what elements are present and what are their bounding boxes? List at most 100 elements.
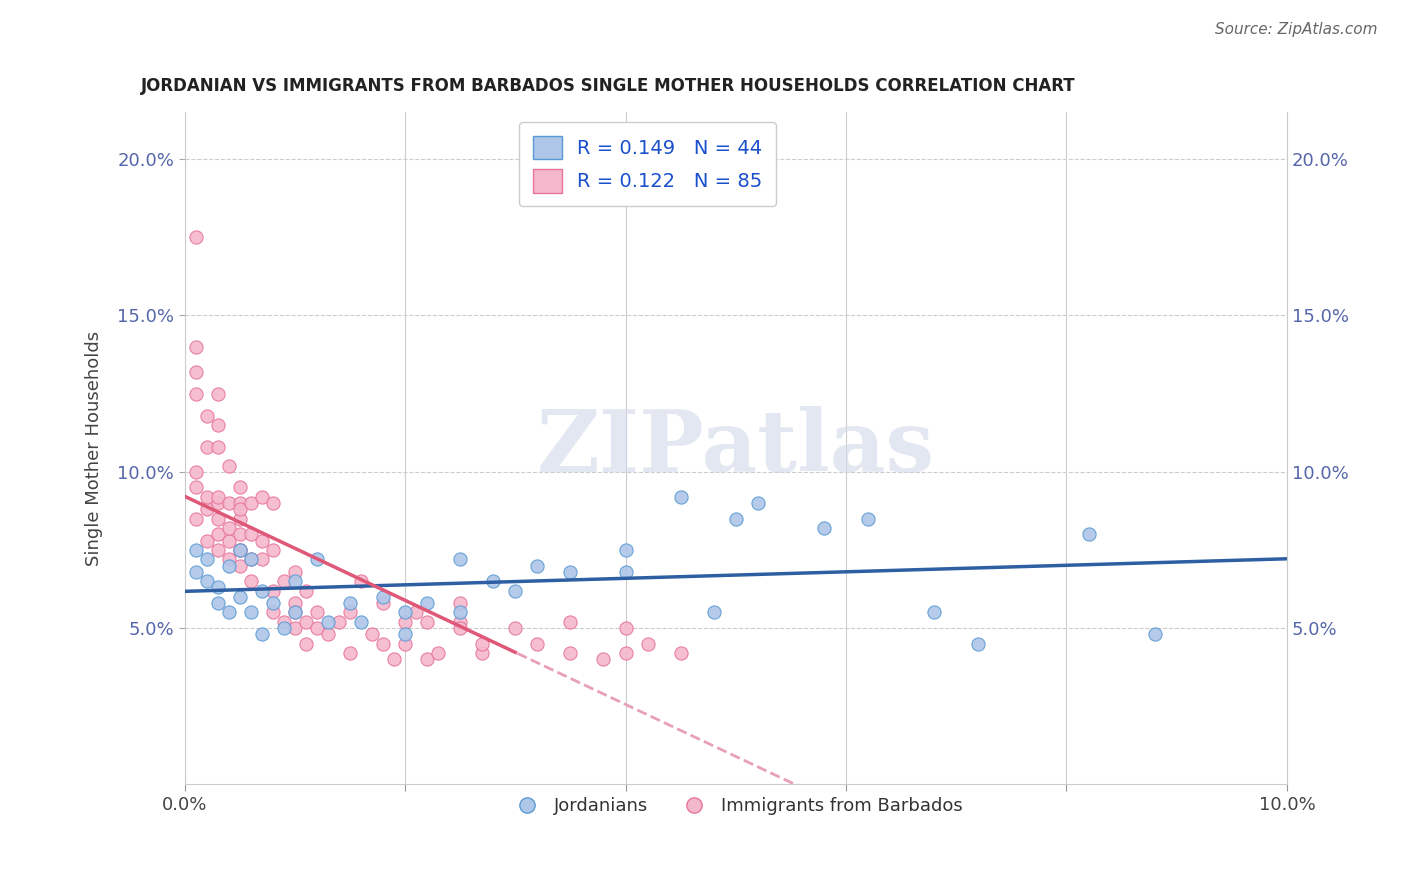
Point [273, 621, 295, 635]
Point [239, 552, 262, 566]
Point [371, 637, 394, 651]
Point [560, 565, 582, 579]
Point [207, 440, 229, 454]
Point [295, 637, 318, 651]
Point [427, 646, 450, 660]
Point [669, 490, 692, 504]
Point [184, 480, 207, 494]
Point [207, 581, 229, 595]
Point [305, 621, 328, 635]
Point [229, 590, 252, 604]
Point [239, 606, 262, 620]
Point [218, 606, 240, 620]
Point [526, 558, 548, 573]
Legend: Jordanians, Immigrants from Barbados: Jordanians, Immigrants from Barbados [502, 790, 970, 822]
Point [229, 543, 252, 558]
Point [394, 606, 416, 620]
Point [218, 552, 240, 566]
Point [305, 552, 328, 566]
Point [218, 521, 240, 535]
Point [250, 533, 273, 548]
Y-axis label: Single Mother Households: Single Mother Households [86, 331, 103, 566]
Point [316, 627, 339, 641]
Point [449, 596, 471, 610]
Point [328, 615, 350, 629]
Point [339, 596, 361, 610]
Point [305, 606, 328, 620]
Point [184, 340, 207, 354]
Point [416, 652, 439, 666]
Text: Source: ZipAtlas.com: Source: ZipAtlas.com [1215, 22, 1378, 37]
Point [229, 543, 252, 558]
Point [339, 646, 361, 660]
Point [416, 615, 439, 629]
Point [614, 565, 637, 579]
Point [350, 615, 373, 629]
Point [371, 590, 394, 604]
Point [449, 552, 471, 566]
Point [250, 490, 273, 504]
Point [184, 386, 207, 401]
Point [250, 627, 273, 641]
Point [218, 558, 240, 573]
Point [229, 543, 252, 558]
Point [262, 496, 284, 510]
Point [526, 637, 548, 651]
Text: ZIPatlas: ZIPatlas [537, 407, 935, 491]
Point [284, 596, 307, 610]
Point [229, 502, 252, 516]
Point [284, 574, 307, 589]
Point [560, 615, 582, 629]
Point [361, 627, 384, 641]
Point [382, 652, 405, 666]
Point [471, 646, 494, 660]
Point [505, 583, 527, 598]
Point [471, 637, 494, 651]
Point [405, 606, 427, 620]
Point [394, 637, 416, 651]
Point [239, 527, 262, 541]
Point [207, 543, 229, 558]
Point [250, 552, 273, 566]
Point [229, 511, 252, 525]
Point [449, 621, 471, 635]
Point [703, 606, 725, 620]
Point [239, 574, 262, 589]
Point [560, 646, 582, 660]
Point [184, 543, 207, 558]
Point [218, 458, 240, 473]
Point [273, 574, 295, 589]
Point [394, 627, 416, 641]
Point [284, 621, 307, 635]
Point [207, 417, 229, 432]
Point [284, 565, 307, 579]
Point [207, 490, 229, 504]
Point [207, 496, 229, 510]
Point [416, 596, 439, 610]
Point [922, 606, 945, 620]
Point [813, 521, 835, 535]
Point [316, 615, 339, 629]
Point [592, 652, 614, 666]
Point [184, 365, 207, 379]
Point [207, 511, 229, 525]
Point [295, 615, 318, 629]
Point [229, 480, 252, 494]
Point [1143, 627, 1166, 641]
Point [295, 583, 318, 598]
Point [195, 552, 218, 566]
Point [184, 230, 207, 244]
Point [229, 527, 252, 541]
Point [229, 496, 252, 510]
Point [195, 440, 218, 454]
Text: JORDANIAN VS IMMIGRANTS FROM BARBADOS SINGLE MOTHER HOUSEHOLDS CORRELATION CHART: JORDANIAN VS IMMIGRANTS FROM BARBADOS SI… [141, 78, 1076, 95]
Point [284, 606, 307, 620]
Point [239, 496, 262, 510]
Point [449, 615, 471, 629]
Point [250, 583, 273, 598]
Point [195, 533, 218, 548]
Point [350, 574, 373, 589]
Point [724, 511, 747, 525]
Point [394, 615, 416, 629]
Point [262, 543, 284, 558]
